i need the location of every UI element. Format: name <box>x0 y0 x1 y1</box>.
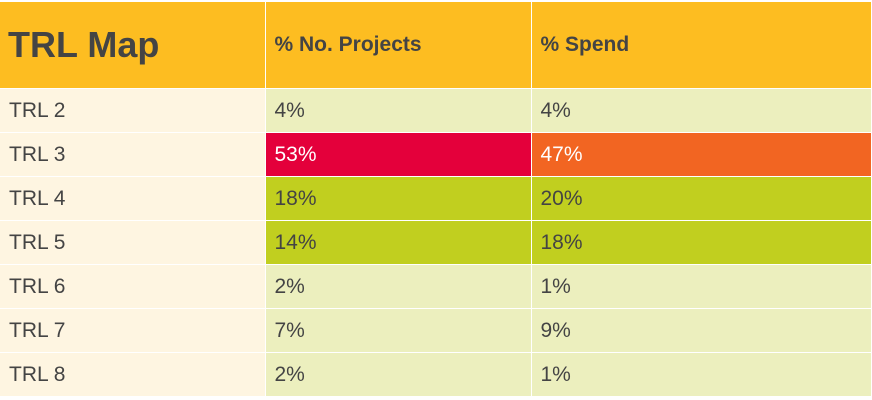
row-label: TRL 6 <box>0 264 266 309</box>
table-row: TRL 5 14% 18% <box>0 220 872 265</box>
column-header-projects: % No. Projects <box>265 2 532 89</box>
header-row: TRL Map % No. Projects % Spend <box>0 2 872 89</box>
table-row: TRL 8 2% 1% <box>0 352 872 397</box>
spend-cell: 1% <box>531 264 872 309</box>
spend-cell: 20% <box>531 176 872 221</box>
row-label: TRL 3 <box>0 132 266 177</box>
projects-cell: 4% <box>265 88 532 133</box>
table-title: TRL Map <box>0 2 266 89</box>
row-label: TRL 4 <box>0 176 266 221</box>
row-label: TRL 2 <box>0 88 266 133</box>
table-row: TRL 4 18% 20% <box>0 176 872 221</box>
spend-cell: 47% <box>531 132 872 177</box>
projects-cell: 18% <box>265 176 532 221</box>
spend-cell: 1% <box>531 352 872 397</box>
spend-cell: 9% <box>531 308 872 353</box>
spend-cell: 4% <box>531 88 872 133</box>
projects-cell: 14% <box>265 220 532 265</box>
projects-cell: 7% <box>265 308 532 353</box>
table-row: TRL 7 7% 9% <box>0 308 872 353</box>
spend-cell: 18% <box>531 220 872 265</box>
row-label: TRL 7 <box>0 308 266 353</box>
projects-cell: 2% <box>265 264 532 309</box>
table-row: TRL 6 2% 1% <box>0 264 872 309</box>
projects-cell: 53% <box>265 132 532 177</box>
projects-cell: 2% <box>265 352 532 397</box>
table-row: TRL 3 53% 47% <box>0 132 872 177</box>
column-header-spend: % Spend <box>531 2 872 89</box>
row-label: TRL 5 <box>0 220 266 265</box>
row-label: TRL 8 <box>0 352 266 397</box>
table-row: TRL 2 4% 4% <box>0 88 872 133</box>
